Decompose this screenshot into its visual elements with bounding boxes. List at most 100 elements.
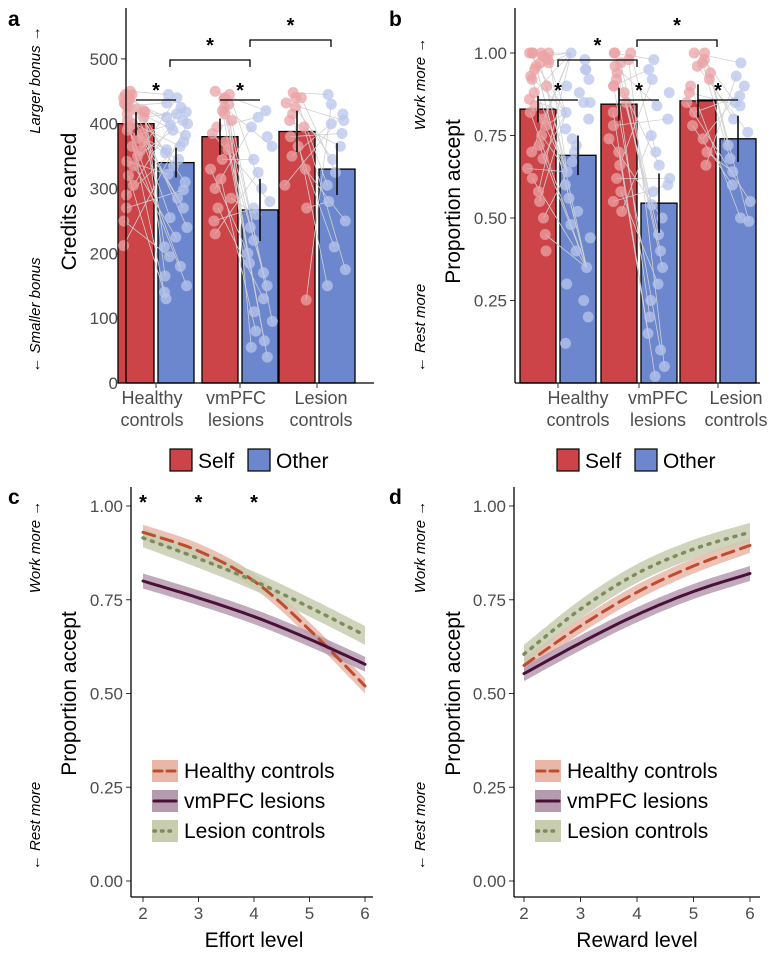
subject-point-self <box>284 114 296 126</box>
subject-point-other <box>566 156 578 168</box>
subject-point-self <box>132 150 144 162</box>
x-tick-label: 3 <box>194 904 203 923</box>
x-tick-label: 6 <box>360 904 369 923</box>
subject-connector <box>133 165 177 238</box>
subject-point-other <box>244 221 256 233</box>
subject-point-self <box>613 146 625 158</box>
subject-point-other <box>248 306 260 318</box>
legend-swatch-lesion <box>535 820 561 842</box>
subject-point-other <box>646 73 658 85</box>
y-tick-label: 400 <box>90 115 118 134</box>
subject-point-other <box>261 351 273 363</box>
subject-point-other <box>322 89 334 101</box>
subject-point-self <box>215 173 227 185</box>
subject-point-other <box>648 54 660 66</box>
bar-other <box>318 168 356 384</box>
subject-point-self <box>526 73 538 85</box>
x-tick-label: vmPFC <box>206 388 266 408</box>
panel-b: b Work more → ← Rest more Proportion accept… <box>389 8 768 473</box>
subject-point-self <box>607 106 619 118</box>
subject-point-other <box>161 97 173 109</box>
subject-point-self <box>607 120 619 132</box>
subject-point-self <box>701 146 713 158</box>
subject-point-other <box>572 205 584 217</box>
legend: Healthy controls vmPFC lesions Lesion cont… <box>152 760 335 843</box>
significance-mark: * <box>236 80 244 102</box>
subject-point-other <box>646 199 658 211</box>
subject-point-other <box>162 168 174 180</box>
subject-point-self <box>543 57 555 69</box>
y-tick-label: 0.25 <box>473 778 506 797</box>
y-tick-label: 0.50 <box>474 209 507 228</box>
subject-connector <box>224 113 255 241</box>
subject-point-other <box>583 113 595 125</box>
subject-point-other <box>743 215 755 227</box>
bar-self <box>679 100 717 384</box>
subject-point-other <box>647 186 659 198</box>
subject-point-other <box>583 73 595 85</box>
subject-point-other <box>323 196 335 207</box>
subject-point-other <box>181 280 193 292</box>
subject-point-other <box>256 183 268 195</box>
subject-point-self <box>126 140 138 152</box>
subject-point-self <box>222 144 234 156</box>
subject-connector <box>541 135 568 173</box>
subject-point-other <box>328 241 340 253</box>
subject-point-other <box>164 251 176 263</box>
significance-mark: * <box>594 35 602 57</box>
side-label-top: Work more → <box>412 501 429 594</box>
y-tick-label: 0.25 <box>90 778 123 797</box>
panel-c: c Work more → ← Rest more Proportion accept… <box>8 486 373 952</box>
subject-point-other <box>167 124 179 136</box>
subject-point-self <box>697 133 709 145</box>
subject-point-other <box>584 97 596 108</box>
subject-connector <box>621 135 652 212</box>
subject-connector <box>613 85 661 351</box>
subject-point-self <box>123 170 135 182</box>
subject-point-other <box>158 241 170 253</box>
subject-point-other <box>248 153 260 165</box>
subject-point-other <box>560 337 572 349</box>
subject-connector <box>613 118 668 126</box>
subject-point-self <box>688 47 700 59</box>
significance-mark: * <box>287 15 295 37</box>
subject-point-self <box>209 183 221 195</box>
subject-point-other <box>563 192 575 204</box>
x-tick-label: 6 <box>745 904 754 923</box>
subject-point-self <box>216 153 228 165</box>
x-tick-label: controls <box>704 410 767 430</box>
subject-point-other <box>174 260 186 272</box>
side-label-bottom: ← Rest more <box>412 284 429 372</box>
y-axis-label: Credits earned <box>58 133 81 271</box>
subject-point-self <box>615 186 627 198</box>
panel-letter: b <box>389 8 402 31</box>
legend-swatch-self <box>556 448 580 472</box>
subject-point-self <box>533 139 545 151</box>
bar-other <box>719 138 757 384</box>
subject-point-other <box>250 325 262 337</box>
y-tick-label: 0.50 <box>90 685 123 704</box>
subject-point-other <box>257 267 269 279</box>
subject-point-other <box>336 127 348 139</box>
subject-point-other <box>174 140 186 152</box>
subject-point-self <box>537 153 549 165</box>
subject-connector <box>527 168 568 173</box>
subject-point-self <box>290 92 302 104</box>
subject-point-self <box>212 202 224 214</box>
subject-point-self <box>526 146 538 158</box>
subject-point-other <box>650 146 662 158</box>
subject-point-self <box>696 57 708 69</box>
ci-band-lesion <box>524 522 750 664</box>
subject-point-other <box>266 140 278 152</box>
subject-point-other <box>177 184 189 196</box>
x-tick-label: controls <box>289 410 352 430</box>
legend-label-lesion: Lesion controls <box>184 820 325 843</box>
y-tick-label: 1.00 <box>474 44 507 63</box>
subject-connector <box>615 79 651 318</box>
subject-point-other <box>662 179 674 191</box>
x-tick-label: 4 <box>632 904 641 923</box>
subject-connector <box>213 207 254 222</box>
x-tick-label: 5 <box>305 904 314 923</box>
subject-point-self <box>121 124 133 136</box>
subject-point-other <box>561 80 573 92</box>
